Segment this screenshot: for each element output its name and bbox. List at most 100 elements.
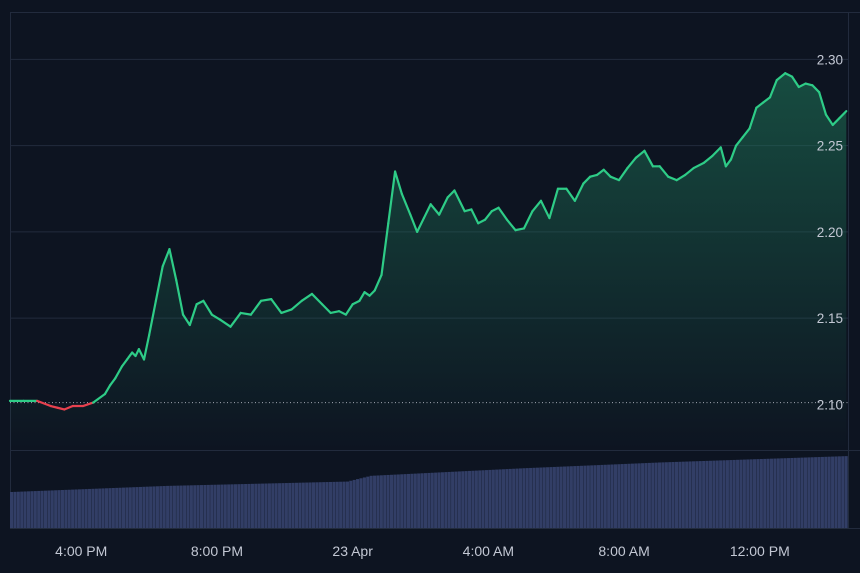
price-segment	[344, 303, 354, 316]
price-segment	[797, 82, 807, 89]
volume-bar	[115, 487, 119, 528]
volume-bar	[512, 468, 516, 528]
price-segment	[775, 72, 787, 82]
price-segment	[734, 135, 744, 147]
volume-bar	[223, 484, 227, 528]
volume-bar	[267, 483, 271, 528]
volume-bar	[210, 484, 214, 528]
volume-bar	[434, 472, 438, 528]
price-segment	[548, 187, 560, 220]
price-segment	[429, 203, 441, 216]
volume-bar	[814, 457, 818, 528]
price-area-fill	[10, 73, 847, 450]
volume-bar	[725, 460, 729, 528]
volume-bar	[237, 484, 241, 528]
volume-bar	[549, 467, 553, 528]
volume-bar	[30, 491, 34, 528]
volume-bar	[593, 465, 597, 528]
price-segment	[181, 313, 191, 327]
volume-bar	[773, 458, 777, 528]
volume-bar	[47, 490, 51, 528]
volume-bar	[345, 481, 349, 528]
volume-bar	[437, 472, 441, 528]
volume-bar	[634, 463, 638, 528]
volume-bar	[661, 462, 665, 528]
volume-bar	[576, 465, 580, 528]
volume-bar	[844, 456, 848, 528]
volume-bar	[807, 457, 811, 528]
volume-bar	[820, 456, 824, 528]
volume-bar	[457, 471, 461, 528]
volume-bar	[305, 482, 309, 528]
volume-bar	[342, 481, 346, 528]
volume-bar	[196, 485, 200, 528]
volume-bar	[736, 459, 740, 528]
price-segment	[643, 149, 655, 168]
volume-bar	[613, 464, 617, 528]
volume-bar	[33, 491, 37, 528]
volume-bar	[410, 473, 414, 528]
volume-bar	[508, 468, 512, 528]
price-segment	[148, 299, 157, 337]
volume-bar	[705, 460, 709, 528]
price-segment	[114, 365, 124, 380]
volume-bar	[26, 491, 31, 528]
volume-bar	[176, 485, 180, 528]
price-segment	[175, 279, 185, 316]
volume-bar	[247, 483, 251, 528]
price-segment	[702, 154, 714, 164]
volume-bar	[240, 484, 244, 528]
volume-bar	[719, 460, 723, 528]
price-segment	[290, 299, 303, 311]
volume-bar	[183, 485, 187, 528]
volume-bar	[288, 482, 292, 528]
price-segment	[748, 106, 758, 130]
volume-bar	[233, 484, 238, 528]
volume-bar	[308, 482, 312, 528]
volume-bar	[488, 469, 492, 528]
volume-bar	[471, 470, 475, 528]
volume-bar	[423, 473, 428, 528]
volume-bar	[301, 482, 305, 528]
volume-histogram	[10, 456, 848, 528]
x-tick-label: 8:00 AM	[598, 543, 649, 559]
volume-bar	[451, 471, 455, 528]
volume-bar	[708, 460, 712, 528]
price-segment	[634, 149, 646, 159]
price-segment	[393, 170, 403, 196]
volume-bar	[406, 473, 411, 528]
volume-bar	[325, 482, 329, 528]
price-segment	[108, 377, 117, 387]
price-segment	[818, 91, 828, 116]
price-segment	[755, 101, 765, 109]
volume-bar	[311, 482, 316, 528]
volume-bar	[366, 476, 370, 528]
volume-bar	[759, 459, 763, 528]
volume-bar	[230, 484, 234, 528]
volume-bar	[783, 458, 787, 528]
price-segment	[249, 299, 263, 316]
volume-bar	[810, 457, 814, 528]
volume-bar	[756, 459, 760, 528]
price-segment	[724, 158, 733, 168]
volume-bar	[831, 456, 835, 528]
x-tick-label: 23 Apr	[332, 543, 373, 559]
price-segment	[497, 206, 509, 221]
volume-bar	[339, 481, 343, 528]
volume-bar	[658, 462, 662, 528]
price-segment	[463, 208, 473, 213]
volume-bar	[199, 485, 204, 528]
volume-bar	[220, 484, 224, 528]
volume-bar	[189, 485, 193, 528]
volume-bar	[373, 475, 377, 528]
volume-bar	[257, 483, 261, 528]
price-segment	[422, 203, 432, 220]
volume-bar	[824, 456, 828, 528]
volume-bar	[763, 458, 767, 528]
x-axis-ticks: 4:00 PM 8:00 PM 23 Apr 4:00 AM 8:00 AM 12:00 …	[55, 543, 790, 559]
volume-bar	[495, 469, 499, 528]
price-segment	[609, 175, 621, 182]
volume-bar	[461, 471, 465, 528]
volume-bar	[427, 472, 431, 528]
